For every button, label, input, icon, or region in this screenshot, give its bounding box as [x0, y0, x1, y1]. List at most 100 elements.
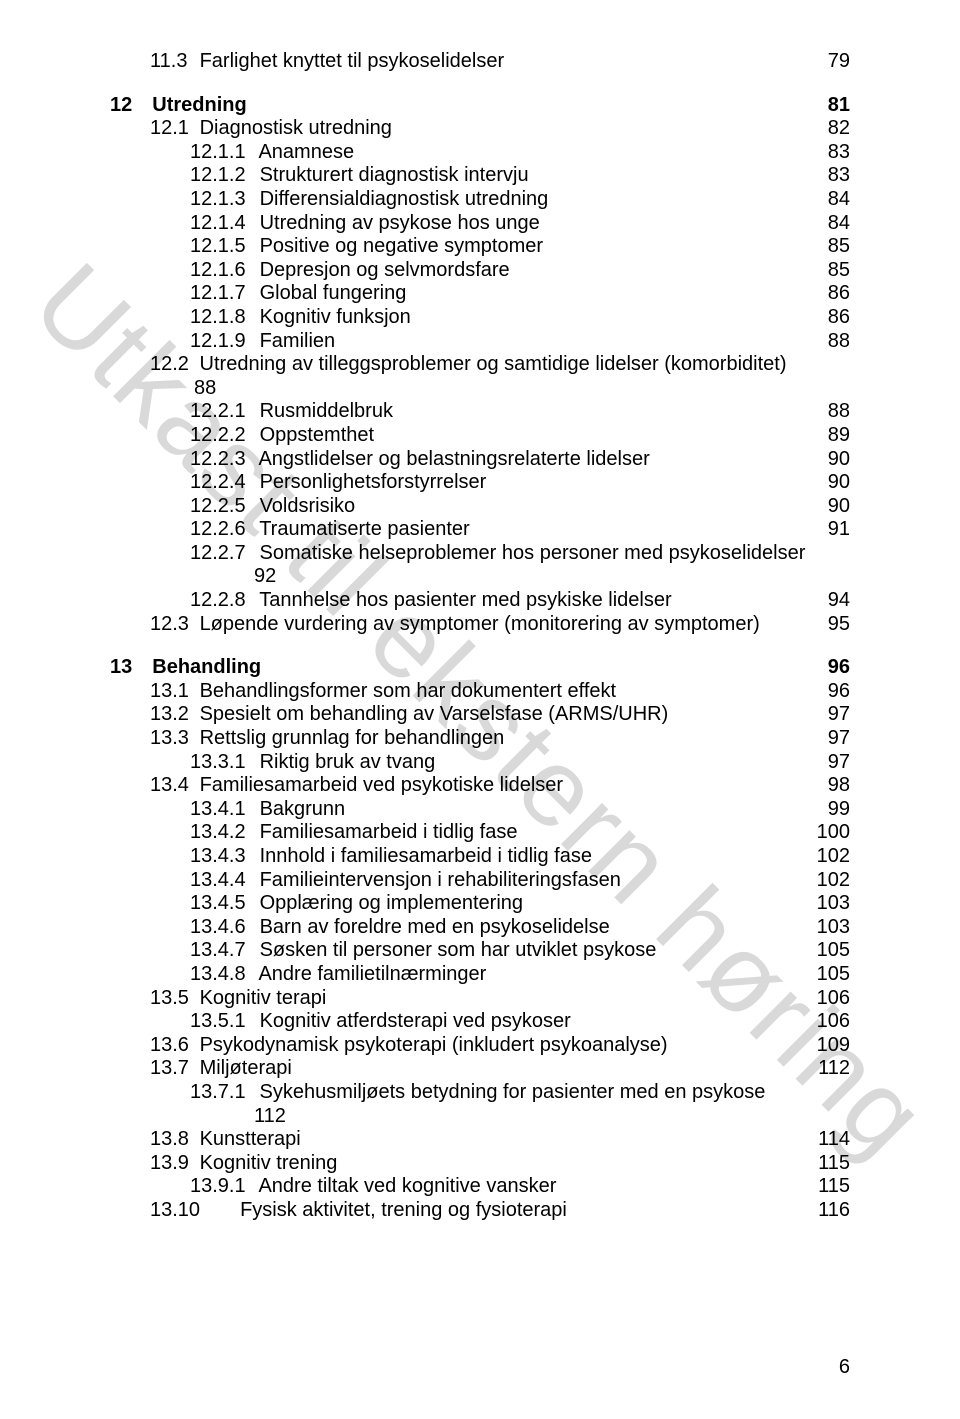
- toc-label: 13.4.7 Søsken til personer som har utvik…: [190, 939, 810, 963]
- toc-label: 13.2 Spesielt om behandling av Varselsfa…: [150, 703, 810, 727]
- toc-row: 13.7 Miljøterapi112: [110, 1057, 850, 1081]
- toc-title: Familiesamarbeid ved psykotiske lidelser: [200, 774, 563, 796]
- toc-number: 13.1: [150, 680, 194, 704]
- toc-row: 12.2.2 Oppstemthet89: [110, 424, 850, 448]
- toc-page: 90: [810, 471, 850, 495]
- toc-title: Voldsrisiko: [260, 495, 356, 517]
- toc-page: 88: [150, 377, 850, 401]
- toc-number: 13.4.6: [190, 916, 254, 940]
- toc-label: 12.2.2 Oppstemthet: [190, 424, 810, 448]
- toc-number: 12.2.4: [190, 471, 254, 495]
- toc-number: 12.3: [150, 613, 194, 637]
- toc-page: 89: [810, 424, 850, 448]
- toc-row: 13.4.6 Barn av foreldre med en psykoseli…: [110, 916, 850, 940]
- toc-page: 105: [810, 963, 850, 987]
- toc-page: 92: [190, 565, 850, 589]
- toc-row: 12.2.7 Somatiske helseproblemer hos pers…: [110, 542, 850, 589]
- toc-label: 13.5.1 Kognitiv atferdsterapi ved psykos…: [190, 1010, 810, 1034]
- toc-row: 12.1.9 Familien88: [110, 330, 850, 354]
- toc-page: 106: [810, 987, 850, 1011]
- toc-label: 13.6 Psykodynamisk psykoterapi (inkluder…: [150, 1034, 810, 1058]
- toc-label: 12 Utredning: [110, 94, 810, 118]
- toc-number: 12.1.7: [190, 282, 254, 306]
- toc-row: 11.3 Farlighet knyttet til psykoselidels…: [110, 50, 850, 74]
- toc-label: 13.4.1 Bakgrunn: [190, 798, 810, 822]
- toc-title: Løpende vurdering av symptomer (monitore…: [200, 613, 760, 635]
- toc-title: Opplæring og implementering: [260, 892, 523, 914]
- toc-number: 13.6: [150, 1034, 194, 1058]
- toc-page: 114: [810, 1128, 850, 1152]
- toc-page: 85: [810, 259, 850, 283]
- toc-row: 13.4.4 Familieintervensjon i rehabiliter…: [110, 869, 850, 893]
- toc-number: 12.2: [150, 353, 194, 377]
- toc-page: 102: [810, 845, 850, 869]
- toc-label: 12.3 Løpende vurdering av symptomer (mon…: [150, 613, 810, 637]
- toc-label: 13.5 Kognitiv terapi: [150, 987, 810, 1011]
- toc-page: 88: [810, 330, 850, 354]
- toc-label: 12.2.4 Personlighetsforstyrrelser: [190, 471, 810, 495]
- toc-row: 13.3.1 Riktig bruk av tvang97: [110, 751, 850, 775]
- toc-title: Kunstterapi: [200, 1128, 301, 1150]
- toc-label: 13.4.6 Barn av foreldre med en psykoseli…: [190, 916, 810, 940]
- toc-number: 13.4.8: [190, 963, 254, 987]
- toc-number: 13.8: [150, 1128, 194, 1152]
- toc-label: 12.1.5 Positive og negative symptomer: [190, 235, 810, 259]
- toc-label: 12.1.9 Familien: [190, 330, 810, 354]
- toc-row: 13.4.8 Andre familietilnærminger105: [110, 963, 850, 987]
- toc-page: 115: [810, 1175, 850, 1199]
- toc-title: Søsken til personer som har utviklet psy…: [260, 939, 657, 961]
- toc-gap: [110, 636, 850, 656]
- toc-title: Fysisk aktivitet, trening og fysioterapi: [240, 1199, 567, 1221]
- toc-title: Familien: [260, 330, 336, 352]
- toc-label: 12.2.5 Voldsrisiko: [190, 495, 810, 519]
- toc-number: 12.1.6: [190, 259, 254, 283]
- toc-number: 13.7.1: [190, 1081, 254, 1105]
- toc-number: 13.5: [150, 987, 194, 1011]
- toc-number: 13.4: [150, 774, 194, 798]
- toc-label: 13.4.2 Familiesamarbeid i tidlig fase: [190, 821, 810, 845]
- toc-label: 13.9.1 Andre tiltak ved kognitive vanske…: [190, 1175, 810, 1199]
- toc-page: 84: [810, 188, 850, 212]
- toc-row: 13.8 Kunstterapi 114: [110, 1128, 850, 1152]
- toc-label: 12.1.3 Differensialdiagnostisk utredning: [190, 188, 810, 212]
- toc-number: 12.1: [150, 117, 194, 141]
- toc-page: 112: [190, 1105, 850, 1129]
- toc-label: 13.4 Familiesamarbeid ved psykotiske lid…: [150, 774, 810, 798]
- toc-title: Riktig bruk av tvang: [260, 751, 436, 773]
- document-page: Utkast til ekstern høring 11.3 Farlighet…: [0, 0, 960, 1419]
- toc-number: 13.4.3: [190, 845, 254, 869]
- toc-page: 86: [810, 282, 850, 306]
- toc-number: 13.4.4: [190, 869, 254, 893]
- toc-row: 12.2.5 Voldsrisiko90: [110, 495, 850, 519]
- toc-label: 13.4.5 Opplæring og implementering: [190, 892, 810, 916]
- toc-row: 12.2.6 Traumatiserte pasienter91: [110, 518, 850, 542]
- toc-title: Traumatiserte pasienter: [259, 518, 469, 540]
- toc-page: 97: [810, 703, 850, 727]
- toc-row: 13.6 Psykodynamisk psykoterapi (inkluder…: [110, 1034, 850, 1058]
- toc-page: 88: [810, 400, 850, 424]
- toc-row: 13.9 Kognitiv trening115: [110, 1152, 850, 1176]
- toc-row: 13.9.1 Andre tiltak ved kognitive vanske…: [110, 1175, 850, 1199]
- toc-row: 12.1.4 Utredning av psykose hos unge84: [110, 212, 850, 236]
- toc-label: 12.2.6 Traumatiserte pasienter: [190, 518, 810, 542]
- toc-label: 13.7.1 Sykehusmiljøets betydning for pas…: [190, 1081, 850, 1105]
- toc-number: 13.4.1: [190, 798, 254, 822]
- toc-number: 12.2.6: [190, 518, 254, 542]
- toc-page: 94: [810, 589, 850, 613]
- toc-title: Farlighet knyttet til psykoselidelser: [200, 50, 505, 72]
- toc-number: 12.2.3: [190, 448, 254, 472]
- toc-title: Behandling: [152, 656, 261, 678]
- toc-title: Kognitiv terapi: [200, 987, 327, 1009]
- toc-page: 84: [810, 212, 850, 236]
- toc-number: 12.1.5: [190, 235, 254, 259]
- toc-number: 12.2.8: [190, 589, 254, 613]
- toc-title: Depresjon og selvmordsfare: [260, 259, 510, 281]
- toc-row: 13.5.1 Kognitiv atferdsterapi ved psykos…: [110, 1010, 850, 1034]
- toc-number: 12.1.1: [190, 141, 254, 165]
- toc-number: 13.4.5: [190, 892, 254, 916]
- toc-title: Utredning: [152, 94, 246, 116]
- toc-row: 12.2.3 Angstlidelser og belastningsrelat…: [110, 448, 850, 472]
- toc-page: 86: [810, 306, 850, 330]
- toc-label: 12.1.4 Utredning av psykose hos unge: [190, 212, 810, 236]
- toc-row: 12.2.1 Rusmiddelbruk88: [110, 400, 850, 424]
